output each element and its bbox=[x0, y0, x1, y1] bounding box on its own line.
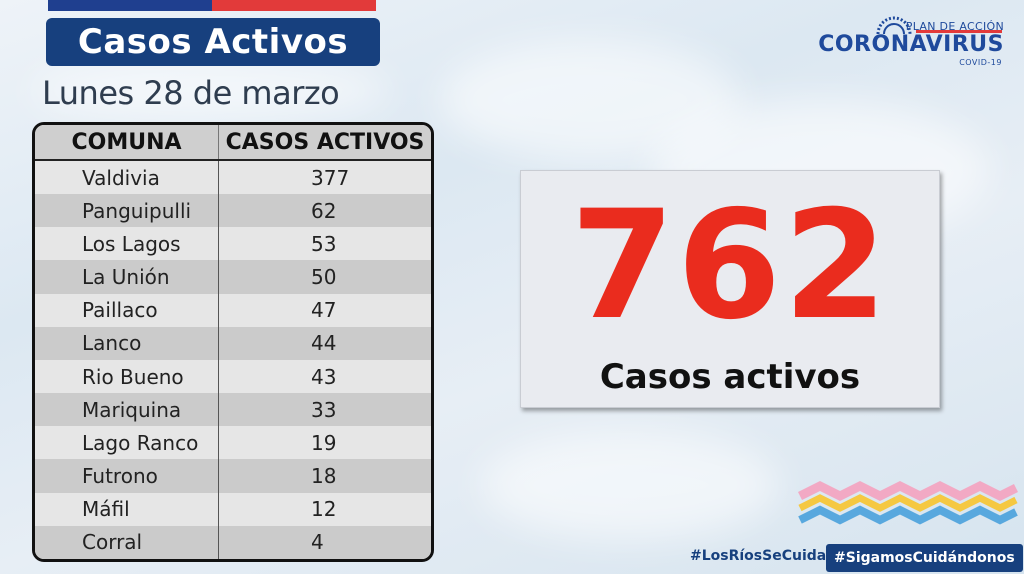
coronavirus-plan-logo: PLAN DE ACCIÓN CORONAVIRUS COVID-19 bbox=[818, 8, 1008, 68]
column-header-comuna: COMUNA bbox=[35, 125, 219, 161]
casos-cell: 377 bbox=[218, 160, 431, 195]
column-header-casos: CASOS ACTIVOS bbox=[218, 125, 431, 161]
active-cases-table: COMUNA CASOS ACTIVOS Valdivia 377 Panguip… bbox=[32, 122, 434, 562]
casos-cell: 43 bbox=[218, 359, 431, 394]
table-row: La Unión 50 bbox=[35, 260, 431, 294]
casos-cell: 53 bbox=[218, 227, 431, 261]
table-row: Corral 4 bbox=[35, 525, 431, 559]
page-title-banner: Casos Activos bbox=[46, 18, 380, 66]
total-active-cases-label: Casos activos bbox=[599, 357, 861, 397]
comuna-cell: Rio Bueno bbox=[35, 359, 219, 394]
hashtag-sigamos: #SigamosCuidándonos bbox=[826, 544, 1023, 572]
table-row: Rio Bueno 43 bbox=[35, 359, 431, 394]
casos-cell: 33 bbox=[218, 393, 431, 427]
comuna-cell: Máfil bbox=[35, 492, 219, 526]
flag-bar-red bbox=[212, 0, 376, 11]
comuna-cell: Valdivia bbox=[35, 160, 219, 195]
decorative-wave-graphic bbox=[798, 480, 1018, 525]
casos-cell: 18 bbox=[218, 459, 431, 493]
table-row: Mariquina 33 bbox=[35, 393, 431, 427]
comuna-cell: Lanco bbox=[35, 326, 219, 360]
casos-cell: 62 bbox=[218, 194, 431, 228]
table-header-row: COMUNA CASOS ACTIVOS bbox=[35, 125, 431, 161]
comuna-cell: Lago Ranco bbox=[35, 426, 219, 460]
table-row: Futrono 18 bbox=[35, 459, 431, 493]
hashtag-los-rios: #LosRíosSeCuida bbox=[690, 548, 827, 564]
table-row: Máfil 12 bbox=[35, 492, 431, 526]
comuna-cell: La Unión bbox=[35, 260, 219, 294]
casos-cell: 47 bbox=[218, 293, 431, 327]
casos-cell: 4 bbox=[218, 525, 431, 559]
total-active-cases-value: 762 bbox=[570, 179, 890, 353]
casos-cell: 50 bbox=[218, 260, 431, 294]
comuna-cell: Corral bbox=[35, 525, 219, 559]
table-row: Panguipulli 62 bbox=[35, 194, 431, 228]
logo-main-text: CORONAVIRUS bbox=[818, 32, 1004, 57]
table-row: Lago Ranco 19 bbox=[35, 426, 431, 460]
comuna-cell: Los Lagos bbox=[35, 227, 219, 261]
casos-cell: 44 bbox=[218, 326, 431, 360]
table-row: Los Lagos 53 bbox=[35, 227, 431, 261]
total-active-cases-card: 762 Casos activos bbox=[520, 170, 940, 408]
date-subtitle: Lunes 28 de marzo bbox=[42, 74, 340, 112]
table-row: Lanco 44 bbox=[35, 326, 431, 360]
logo-sub-text: COVID-19 bbox=[959, 58, 1002, 67]
page-title: Casos Activos bbox=[77, 22, 349, 62]
casos-cell: 19 bbox=[218, 426, 431, 460]
table-row: Valdivia 377 bbox=[35, 160, 431, 195]
comuna-cell: Mariquina bbox=[35, 393, 219, 427]
comuna-cell: Panguipulli bbox=[35, 194, 219, 228]
comuna-cell: Paillaco bbox=[35, 293, 219, 327]
table-row: Paillaco 47 bbox=[35, 293, 431, 327]
casos-cell: 12 bbox=[218, 492, 431, 526]
logo-red-stripe bbox=[916, 30, 1002, 33]
sun-emblem-icon bbox=[876, 16, 912, 35]
logo-plan-text: PLAN DE ACCIÓN bbox=[905, 20, 1004, 33]
comuna-cell: Futrono bbox=[35, 459, 219, 493]
flag-bar-blue bbox=[48, 0, 212, 11]
